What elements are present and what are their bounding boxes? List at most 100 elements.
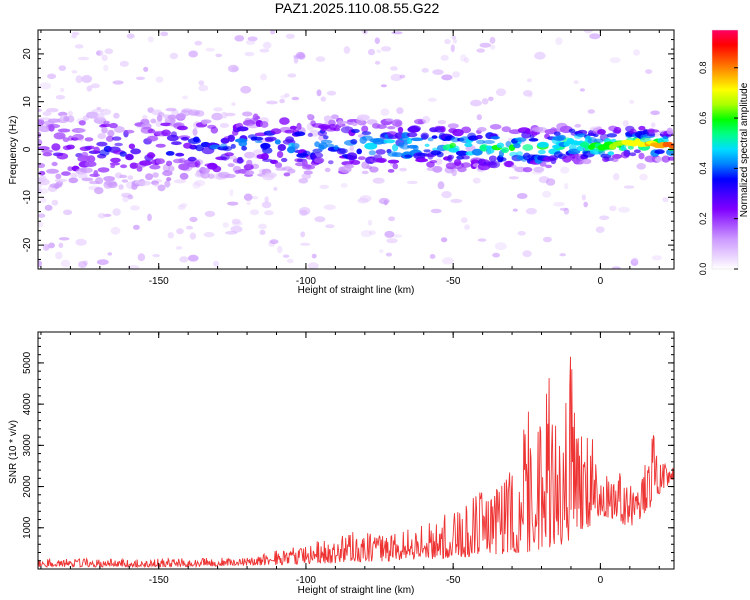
- spectrogram-blob: [287, 168, 296, 174]
- x-tick-label: -50: [446, 575, 461, 586]
- spectrogram-blob: [563, 207, 570, 215]
- spectrogram-blob: [429, 160, 438, 164]
- spectrogram-blob: [78, 261, 88, 268]
- spectrogram-blob: [113, 112, 120, 119]
- spectrogram-blob: [287, 73, 297, 78]
- spectrogram-blob: [107, 252, 113, 256]
- spectrogram-blob: [461, 162, 472, 168]
- spectrogram-blob: [399, 74, 406, 79]
- spectrogram-blob: [380, 108, 390, 116]
- spectrogram-blob: [152, 254, 160, 258]
- spectrogram-blob: [545, 164, 552, 169]
- spectrogram-blob: [647, 129, 660, 133]
- spectrogram-blob: [369, 166, 379, 173]
- spectrogram-blob: [107, 181, 118, 189]
- spectrogram-blob: [264, 136, 277, 141]
- spectrogram-blob: [522, 144, 534, 151]
- spectrogram-blob: [55, 173, 62, 180]
- spectrogram-blob: [118, 184, 124, 190]
- spectrogram-blob: [415, 158, 428, 163]
- spectrogram-blob: [204, 210, 216, 217]
- spectrogram-blob: [213, 260, 219, 267]
- spectrogram-blob: [427, 97, 437, 102]
- spectrogram-blob: [110, 157, 121, 163]
- spectrogram-blob: [399, 167, 407, 172]
- spectrogram-blob: [93, 170, 99, 178]
- spectrogram-blob: [231, 218, 241, 225]
- spectrogram-blob: [378, 197, 390, 205]
- spectrogram-blob: [450, 137, 461, 143]
- spectrogram-blob: [194, 40, 203, 46]
- spectrogram-blob: [229, 189, 234, 197]
- spectrogram-blob: [379, 249, 384, 254]
- spectrogram-blob: [607, 151, 615, 156]
- spectrogram-blob: [264, 210, 274, 216]
- spectrogram-blob: [173, 179, 187, 184]
- spectrogram-blob: [149, 164, 161, 170]
- spectrogram-blob: [447, 123, 459, 129]
- spectrogram-blob: [296, 122, 302, 130]
- spectrogram-blob: [326, 143, 335, 148]
- spectrogram-blob: [424, 143, 430, 147]
- spectrogram-blob: [260, 142, 271, 149]
- spectrogram-blob: [482, 140, 495, 144]
- spectrogram-blob: [437, 120, 447, 125]
- spectrogram-blob: [262, 158, 273, 162]
- spectrogram-blob: [56, 152, 69, 160]
- colorbar-tick-label: 0.6: [698, 112, 708, 125]
- spectrogram-blob: [246, 124, 259, 129]
- spectrogram-blob: [260, 153, 269, 160]
- spectrogram-blob: [391, 119, 403, 127]
- spectrogram-blob: [534, 51, 546, 60]
- spectrogram-blob: [269, 239, 279, 245]
- spectrogram-blob: [513, 143, 521, 149]
- spectrogram-blob: [164, 180, 171, 188]
- spectrogram-blob: [282, 254, 290, 258]
- spectrogram-blob: [361, 125, 369, 133]
- spectrogram-blob: [368, 230, 376, 236]
- y-tick-label: 20: [22, 48, 33, 60]
- spectrogram-blob: [194, 179, 206, 187]
- spectrogram-blob: [142, 114, 148, 120]
- spectrogram-blob: [58, 242, 64, 248]
- spectrogram-blob: [189, 216, 198, 223]
- figure-title: PAZ1.2025.110.08.55.G22: [275, 0, 440, 16]
- spectrogram-blob: [316, 89, 322, 97]
- spectrogram-blob: [211, 112, 223, 121]
- spectrogram-blob: [646, 132, 656, 137]
- y-tick-label: 1000: [22, 516, 33, 539]
- spectrogram-blob: [311, 253, 317, 259]
- spectrogram-blob: [202, 167, 211, 174]
- spectrogram-blob: [114, 142, 123, 147]
- spectrogram-blob: [121, 192, 132, 198]
- spectrogram-blob: [100, 108, 112, 116]
- spectrogram-blob: [392, 144, 399, 152]
- spectrogram-blob: [298, 178, 309, 184]
- spectrogram-blob: [157, 112, 165, 117]
- spectrogram-blob: [167, 232, 174, 239]
- spectrogram-blob: [198, 84, 209, 92]
- spectrogram-blob: [260, 121, 269, 128]
- spectrogram-blob: [71, 31, 80, 36]
- spectrogram-blob: [110, 164, 116, 169]
- spectrogram-blob: [208, 173, 215, 179]
- spectrogram-blob: [406, 132, 418, 138]
- spectrogram-blob: [72, 133, 84, 141]
- snr-series: [38, 356, 674, 569]
- spectrogram-blob: [62, 137, 70, 143]
- spectrogram-blob: [126, 154, 134, 160]
- spectrogram-blob: [562, 155, 572, 163]
- snr-line: [38, 356, 674, 569]
- spectrogram-blob: [77, 172, 88, 179]
- spectrogram-blob: [489, 124, 502, 130]
- spectrogram-blob: [599, 215, 610, 221]
- colorbar-tick-label: 0.2: [698, 212, 708, 225]
- spectrogram-blob: [564, 183, 569, 190]
- spectrogram-blob: [55, 95, 66, 100]
- spectrogram-blob: [351, 128, 360, 134]
- spectrogram-blob: [440, 54, 449, 61]
- spectrogram-blob: [612, 266, 621, 269]
- spectrogram-blob: [396, 107, 404, 115]
- spectrogram-blob: [481, 98, 489, 105]
- spectrogram-blob: [224, 152, 234, 157]
